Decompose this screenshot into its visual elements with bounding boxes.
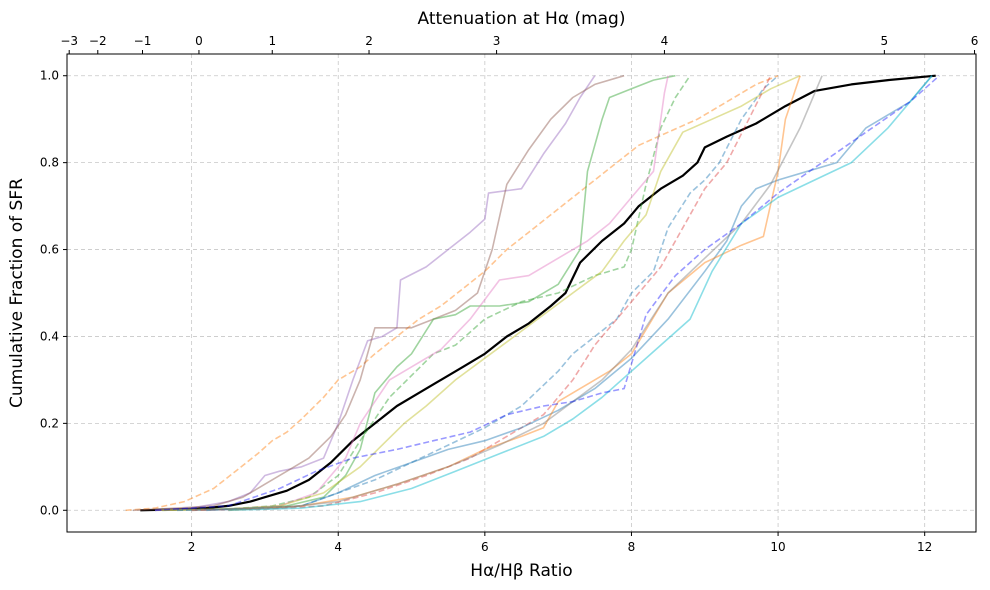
y-tick-label: 0.2 (40, 416, 59, 430)
top-tick-label: 3 (493, 34, 501, 48)
series-line-g2 (154, 75, 596, 512)
x-tick-label: 8 (628, 540, 636, 554)
plot-frame (66, 53, 977, 533)
series-line-g9 (191, 75, 772, 512)
top-tick-label: 0 (195, 34, 203, 48)
y-axis-title: Cumulative Fraction of SFR (7, 178, 27, 408)
series-line-g10 (206, 75, 933, 512)
series-line-g13 (228, 75, 933, 512)
series-line-g12 (191, 75, 823, 512)
top-tick-label: −2 (89, 34, 107, 48)
y-tick-label: 0.4 (40, 329, 59, 343)
top-tick-label: 6 (971, 34, 979, 48)
grid (67, 54, 976, 532)
series-line-total (140, 74, 936, 512)
top-axis: −3 −2 −1 0 1 2 3 4 5 6 (60, 34, 978, 54)
y-tick-label: 0.0 (40, 503, 59, 517)
x-tick-label: 2 (188, 540, 196, 554)
top-axis-title: Attenuation at Hα (mag) (418, 9, 626, 29)
top-tick-label: 4 (661, 34, 669, 48)
series-line-g11 (228, 75, 801, 512)
series-line-g1 (125, 74, 779, 512)
left-axis: 0.0 0.2 0.4 0.6 0.8 1.0 (40, 69, 67, 517)
y-tick-label: 0.6 (40, 243, 59, 257)
top-tick-label: −3 (60, 34, 78, 48)
y-tick-label: 1.0 (40, 69, 59, 83)
series-group (125, 74, 940, 512)
series-line-g7 (162, 74, 801, 512)
series-line-g6 (154, 75, 669, 512)
top-tick-label: −1 (134, 34, 152, 48)
x-tick-label: 4 (334, 540, 342, 554)
top-tick-label: 1 (268, 34, 276, 48)
x-tick-label: 12 (917, 540, 932, 554)
top-tick-label: 5 (881, 34, 889, 48)
x-axis-title: Hα/Hβ Ratio (470, 561, 572, 581)
top-tick-label: 2 (365, 34, 373, 48)
series-line-g14 (154, 75, 940, 512)
y-tick-label: 0.8 (40, 156, 59, 170)
series-line-g3 (132, 74, 625, 512)
series-line-g4 (154, 74, 676, 512)
bottom-axis: 2 4 6 8 10 12 (188, 532, 932, 554)
series-line-g8 (176, 75, 779, 512)
series-line-g5 (162, 75, 691, 512)
x-tick-label: 6 (481, 540, 489, 554)
x-tick-label: 10 (770, 540, 785, 554)
